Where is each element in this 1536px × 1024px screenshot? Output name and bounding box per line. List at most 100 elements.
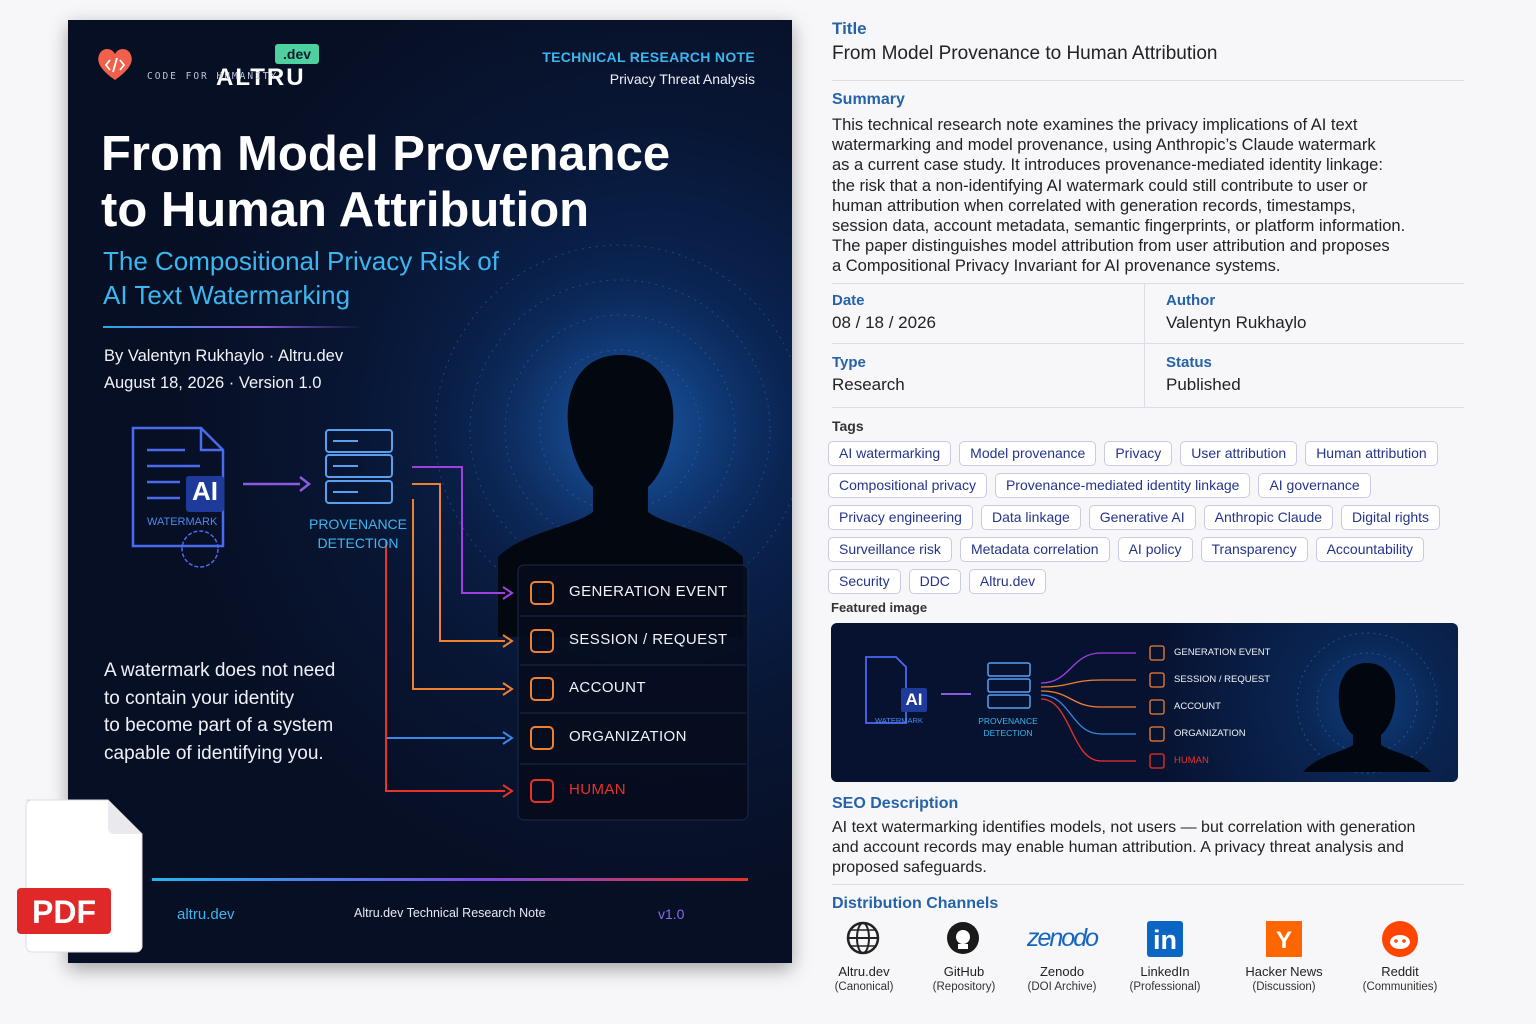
- signal-label: GENERATION EVENT: [1174, 647, 1271, 658]
- title-line: to Human Attribution: [101, 183, 590, 237]
- field-label: Date: [832, 292, 865, 309]
- signal-icon: [530, 581, 554, 605]
- signal-label: ORGANIZATION: [569, 728, 687, 745]
- channel[interactable]: in LinkedIn (Professional): [1100, 918, 1230, 993]
- channel-name: LinkedIn: [1140, 964, 1190, 979]
- channel-icon: [947, 922, 979, 954]
- subtitle-line: AI Text Watermarking: [103, 280, 351, 310]
- footer-rule: [152, 878, 748, 881]
- brand-badge: .dev: [275, 44, 320, 64]
- summary-line: watermarking and model provenance, using…: [832, 136, 1376, 155]
- signal-label: SESSION / REQUEST: [569, 631, 728, 648]
- quote-line: to become part of a system: [104, 715, 334, 736]
- channel[interactable]: GitHub (Repository): [899, 918, 1029, 993]
- seo-line: AI text watermarking identifies models, …: [832, 819, 1416, 836]
- channel-name: Altru.dev: [838, 964, 890, 979]
- signal-icon: [530, 677, 554, 701]
- field-value: Research: [832, 375, 905, 394]
- doc-badge: AI: [192, 476, 218, 506]
- channel-logo: Y: [1275, 927, 1292, 954]
- channel-name: Hacker News: [1245, 964, 1323, 979]
- signal-icon: [1149, 753, 1165, 769]
- summary-line: This technical research note examines th…: [832, 116, 1358, 134]
- field-label: Author: [1166, 292, 1216, 309]
- tag: Altru.dev: [968, 569, 1047, 594]
- channel-role: (Discussion): [1252, 981, 1316, 993]
- title-line: From Model Provenance: [101, 127, 671, 181]
- field-label: Status: [1166, 354, 1212, 371]
- field-value: 08 / 18 / 2026: [832, 313, 936, 332]
- detector-caption: PROVENANCE DETECTION: [968, 715, 1048, 739]
- channel-name: Reddit: [1381, 964, 1419, 979]
- tag: AI policy: [1117, 537, 1193, 562]
- tag-list: AI watermarking Model provenance Privacy Us…: [828, 441, 1478, 594]
- pdf-icon: [17, 799, 143, 953]
- footer-site: altru.dev: [177, 906, 235, 923]
- arrowhead: [502, 634, 514, 648]
- channel[interactable]: Altru.dev (Canonical): [799, 918, 929, 993]
- footer-note: Altru.dev Technical Research Note: [354, 906, 546, 920]
- divider: [832, 884, 1464, 885]
- channel-logo: zenodo: [1026, 924, 1099, 952]
- signal-icon: [1149, 645, 1165, 661]
- summary-line: session data, account metadata, semantic…: [832, 217, 1406, 236]
- signal-label: GENERATION EVENT: [569, 583, 728, 600]
- signal-icon: [530, 779, 554, 803]
- connector: [1040, 652, 1136, 684]
- summary-line: as a current case study. It introduces p…: [832, 156, 1383, 175]
- channel[interactable]: Y Hacker News (Discussion): [1219, 918, 1349, 993]
- seo-description: AI text watermarking identifies models, …: [832, 818, 1415, 878]
- connector: [385, 540, 505, 792]
- summary-line: human attribution when correlated with g…: [832, 196, 1356, 215]
- signal-icon: [1149, 672, 1165, 688]
- channel[interactable]: zenodo Zenodo (DOI Archive): [997, 918, 1127, 993]
- connector: [412, 466, 505, 594]
- channel[interactable]: Reddit (Communities): [1335, 918, 1465, 993]
- seo-line: proposed safeguards.: [832, 859, 987, 876]
- signal-label: HUMAN: [1174, 755, 1209, 766]
- arrowhead: [502, 731, 514, 745]
- tag: Digital rights: [1341, 505, 1441, 530]
- field-label: Summary: [832, 91, 905, 108]
- detector-line: PROVENANCE: [308, 516, 408, 532]
- signal-label: ACCOUNT: [1174, 701, 1221, 712]
- footer-version: v1.0: [658, 906, 685, 922]
- tag: Metadata correlation: [959, 537, 1110, 562]
- channel-role: (DOI Archive): [1027, 981, 1097, 993]
- detector-line: DETECTION: [983, 728, 1033, 738]
- channel-name: Zenodo: [1039, 964, 1085, 979]
- tag: AI governance: [1258, 473, 1371, 498]
- tag: Provenance-mediated identity linkage: [994, 473, 1251, 498]
- signal-icon: [530, 726, 554, 750]
- divider: [832, 407, 1464, 408]
- field-value: Published: [1166, 375, 1241, 394]
- channel-name: GitHub: [943, 964, 985, 979]
- arrowhead: [502, 784, 514, 798]
- brand-logo: [98, 48, 132, 80]
- signal-label: SESSION / REQUEST: [1174, 674, 1271, 685]
- featured-art: [865, 632, 1438, 774]
- tag: Compositional privacy: [828, 473, 987, 498]
- summary-line: a Compositional Privacy Invariant for AI…: [832, 257, 1281, 276]
- connector: [1040, 679, 1136, 688]
- connector: [412, 483, 505, 642]
- channel-icon: [1382, 921, 1418, 957]
- channel-icon: [1266, 921, 1302, 957]
- tag: Human attribution: [1305, 441, 1438, 466]
- channel-role: (Communities): [1362, 981, 1438, 993]
- doc-label: TECHNICAL RESEARCH NOTE: [542, 49, 755, 65]
- signal-icon: [1149, 726, 1165, 742]
- tag: Security: [828, 569, 901, 594]
- tag: DDC: [908, 569, 961, 594]
- field-label: Title: [832, 19, 867, 38]
- doc-caption: WATERMARK: [875, 716, 923, 725]
- field-value: Valentyn Rukhaylo: [1166, 313, 1307, 332]
- tag: Surveillance risk: [828, 537, 952, 562]
- connector: [1040, 690, 1136, 708]
- arrowhead: [502, 682, 514, 696]
- seo-line: and account records may enable human att…: [832, 839, 1404, 856]
- connector: [412, 499, 505, 690]
- dateline: August 18, 2026 · Version 1.0: [104, 374, 322, 392]
- divider: [1144, 283, 1145, 407]
